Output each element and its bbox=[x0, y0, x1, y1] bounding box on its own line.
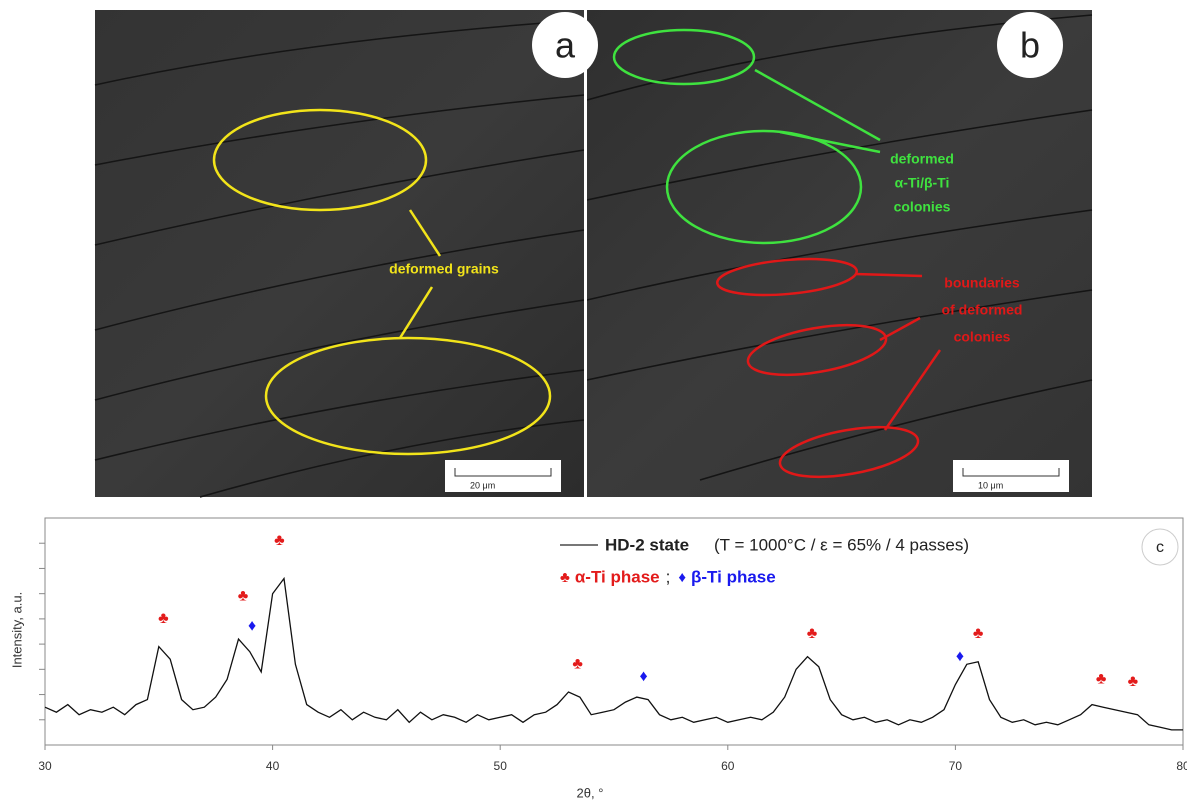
boundary-outlines bbox=[716, 257, 942, 479]
panel-badge bbox=[532, 12, 598, 78]
scale-label: 20 μm bbox=[470, 480, 495, 490]
x-tick-label: 70 bbox=[949, 759, 963, 773]
x-tick-label: 40 bbox=[266, 759, 280, 773]
annotation: deformed bbox=[890, 151, 954, 167]
annotation: of deformed bbox=[942, 302, 1023, 318]
peak-marker: ♣ bbox=[238, 587, 249, 604]
panel-label: c bbox=[1156, 539, 1164, 556]
xrd-line bbox=[44, 576, 1183, 731]
micrograph-b bbox=[587, 10, 1092, 497]
panel-badge bbox=[997, 12, 1063, 78]
annotation: α-Ti/β-Ti bbox=[895, 175, 950, 191]
annotation: colonies bbox=[954, 329, 1011, 345]
x-tick-label: 80 bbox=[1176, 759, 1187, 773]
peak-marker: ♣ bbox=[572, 656, 583, 673]
panel-label: b bbox=[1020, 25, 1040, 66]
scale-label: 10 μm bbox=[978, 480, 1003, 490]
legend-detail: (T = 1000°C / ε = 65% / 4 passes) bbox=[714, 535, 969, 554]
y-axis-label: Intensity, a.u. bbox=[9, 592, 24, 668]
annotation: deformed grains bbox=[389, 261, 499, 277]
scale-bar bbox=[454, 468, 552, 477]
divider bbox=[584, 10, 587, 497]
legend-label: HD-2 state bbox=[605, 535, 689, 554]
x-tick-label: 60 bbox=[721, 759, 735, 773]
texture-a bbox=[94, 19, 585, 498]
grain-outlines bbox=[212, 108, 552, 456]
peak-marker: ♦ bbox=[956, 648, 964, 665]
annotation: boundaries bbox=[944, 275, 1020, 291]
legend-label: α-Ti phase bbox=[575, 567, 660, 586]
peak-marker: ♣ bbox=[158, 610, 169, 627]
annotation: colonies bbox=[894, 199, 951, 215]
colony-outlines bbox=[612, 28, 881, 245]
peak-marker: ♣ bbox=[1096, 671, 1107, 688]
legend-symbol: ♦ bbox=[678, 569, 686, 586]
plot-frame bbox=[44, 517, 1184, 746]
peak-marker: ♣ bbox=[274, 532, 285, 549]
peak-marker: ♦ bbox=[248, 618, 256, 635]
texture-b bbox=[586, 14, 1093, 481]
x-axis-label: 2θ, ° bbox=[577, 785, 604, 800]
legend-separator: ; bbox=[666, 567, 671, 586]
scale-bar bbox=[962, 468, 1060, 477]
x-tick-label: 30 bbox=[38, 759, 52, 773]
peak-marker: ♣ bbox=[807, 625, 818, 642]
legend-label: β-Ti phase bbox=[691, 567, 776, 586]
peak-marker: ♦ bbox=[640, 668, 648, 685]
panel-badge bbox=[1141, 528, 1179, 566]
peak-marker: ♣ bbox=[1128, 673, 1139, 690]
x-tick-label: 50 bbox=[494, 759, 508, 773]
micrograph-a bbox=[95, 10, 584, 497]
peak-marker: ♣ bbox=[973, 625, 984, 642]
legend-symbol: ♣ bbox=[560, 569, 570, 586]
panel-label: a bbox=[555, 25, 576, 66]
